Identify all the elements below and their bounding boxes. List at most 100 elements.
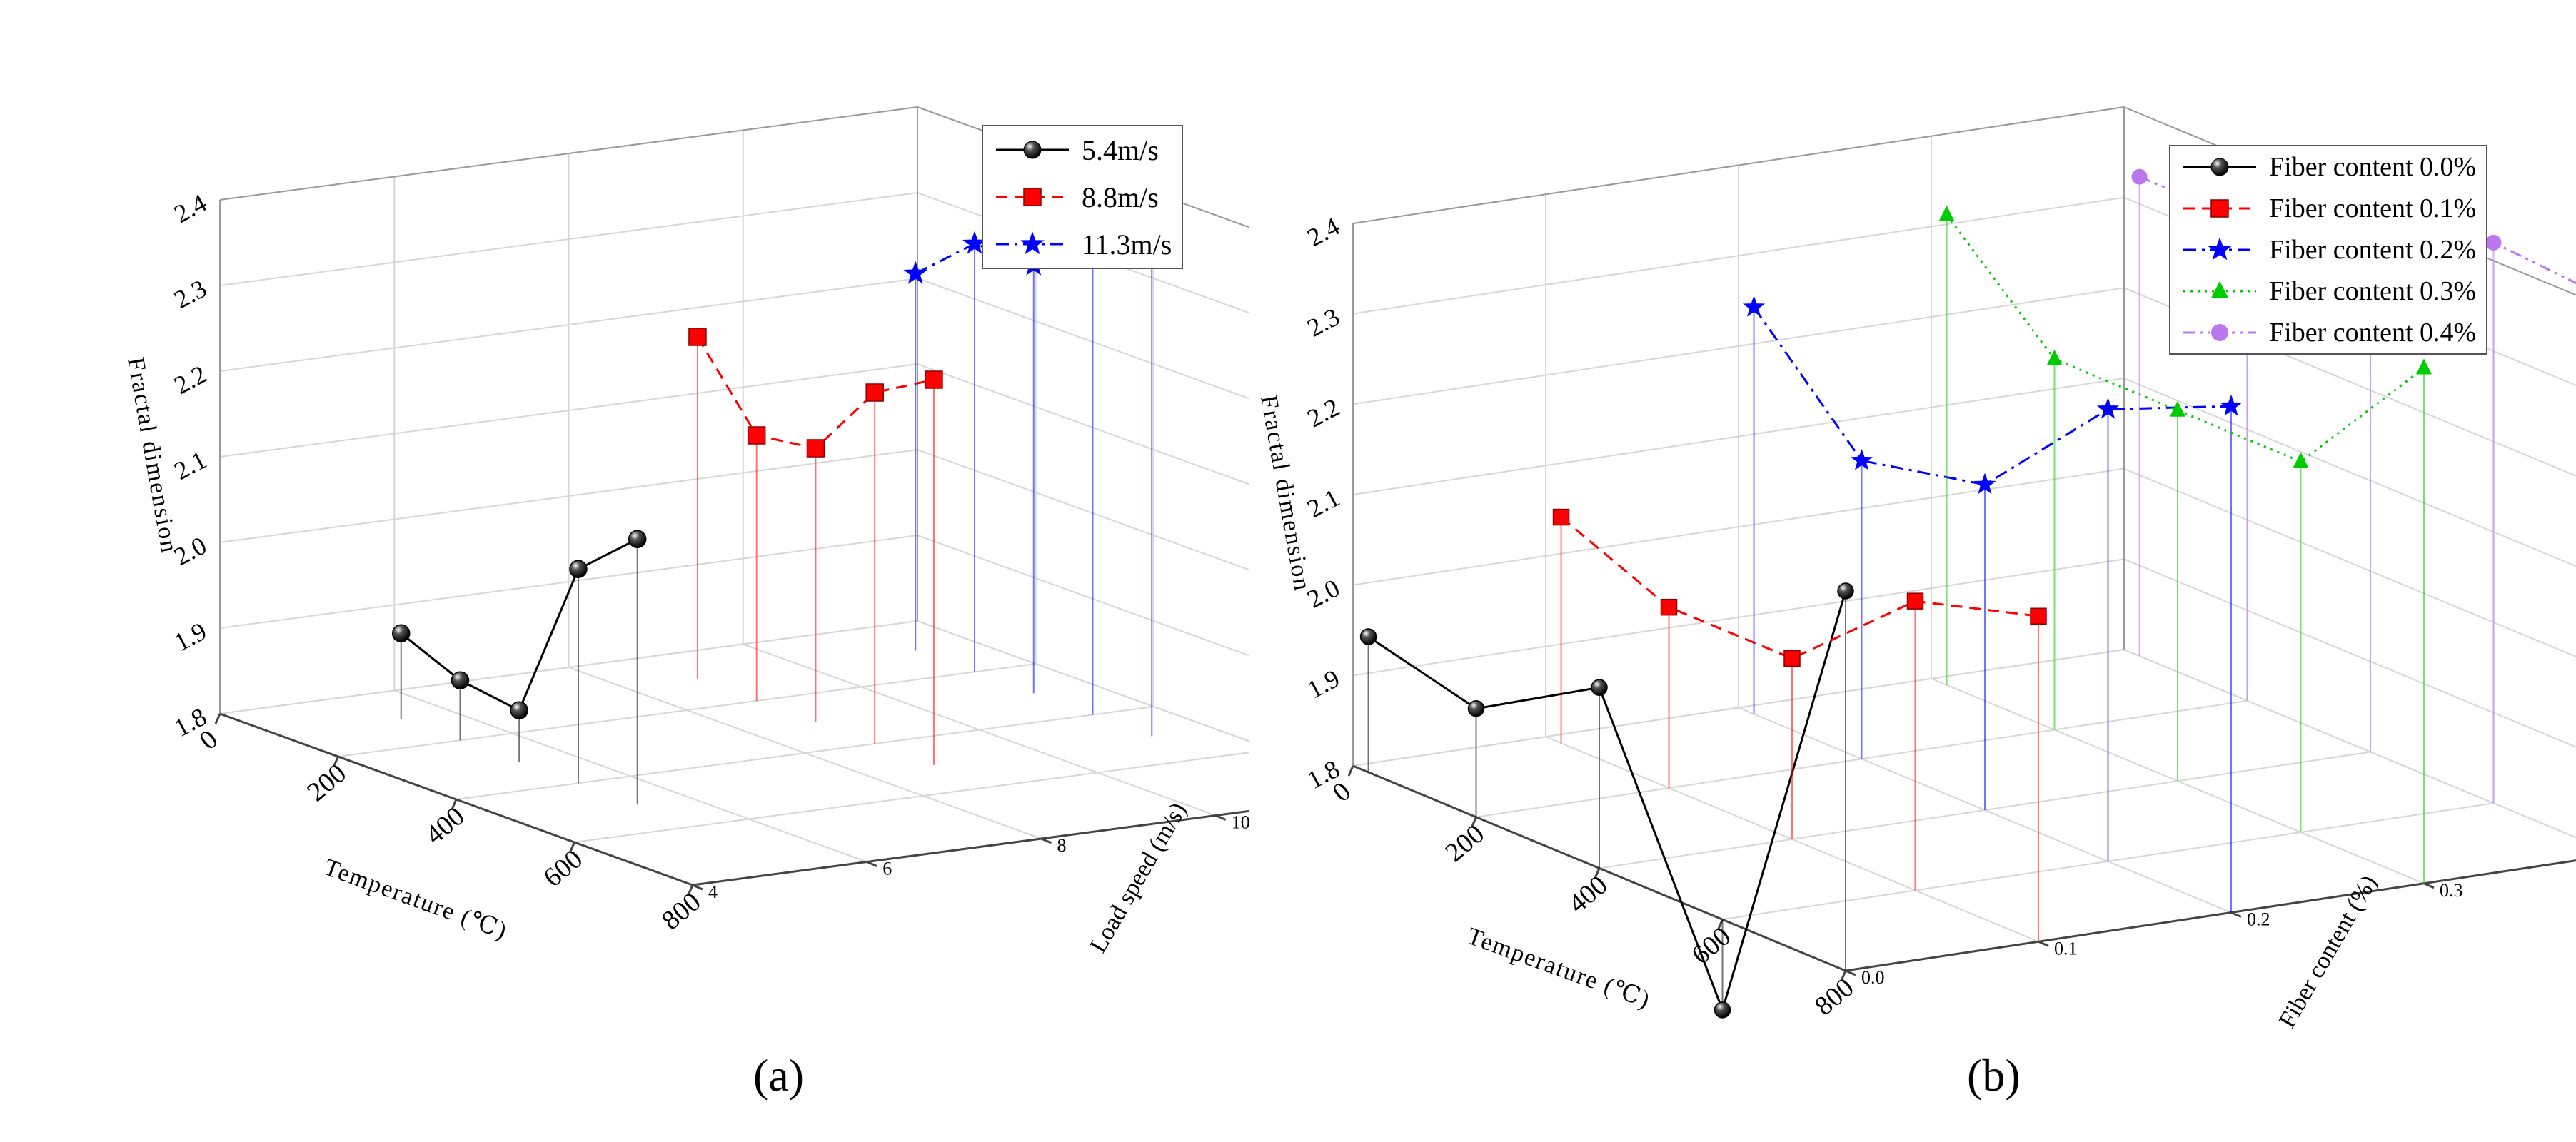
legend-marker (2210, 158, 2229, 176)
data-point (391, 624, 411, 642)
legend-label: Fiber content 0.4% (2269, 318, 2477, 348)
grid-line (574, 752, 1249, 843)
data-point (747, 426, 766, 445)
legend-swatch (2183, 324, 2256, 341)
z-tick-label: 2.4 (1302, 212, 1344, 252)
x-tick (569, 842, 575, 853)
legend-item: Fiber content 0.4% (2170, 312, 2486, 353)
z-tick-label: 2.2 (169, 360, 211, 400)
data-point (903, 261, 928, 284)
z-tick-label: 2.3 (169, 274, 211, 314)
grid-line (2123, 649, 2576, 839)
series-4 (1938, 205, 2432, 884)
x-tick (1840, 970, 1847, 981)
x-tick (333, 756, 339, 767)
y-tick-label: 0.3 (2440, 880, 2463, 901)
data-point (2485, 234, 2502, 251)
legend-marker (2210, 199, 2229, 218)
data-point (1783, 650, 1801, 667)
box-edge (1352, 106, 2125, 224)
legend-marker (1023, 188, 1042, 206)
series-3 (903, 209, 1164, 737)
data-point (1714, 1001, 1731, 1019)
z-tick-label: 2.1 (1302, 483, 1344, 523)
data-point (865, 383, 884, 402)
legend-label: Fiber content 0.3% (2269, 276, 2477, 306)
x-tick-label: 600 (1686, 921, 1736, 971)
y-tick-label: 6 (882, 859, 892, 879)
data-point (1973, 473, 1996, 495)
legend-swatch (2183, 237, 2256, 261)
y-tick-label: 8 (1057, 835, 1067, 856)
y-tick (1040, 837, 1052, 844)
grid-line (743, 643, 1217, 817)
data-point (2170, 400, 2185, 417)
data-point (1742, 295, 1766, 317)
x-tick-label: 400 (420, 801, 471, 850)
chart-b-plot: 02004006008000.00.10.20.30.41.81.92.02.1… (1255, 106, 2576, 1032)
series-1 (1359, 582, 1854, 1019)
data-point (2220, 394, 2243, 416)
legend-swatch (996, 188, 1069, 206)
z-tick-label: 2.3 (1302, 302, 1344, 342)
y-axis-title: Fiber content (%) (2274, 871, 2383, 1032)
y-tick (1215, 814, 1227, 821)
grid-line (2123, 649, 2576, 839)
data-point (1359, 628, 1377, 645)
legend-item: Fiber content 0.0% (2170, 146, 2486, 188)
grid-line (917, 363, 1249, 485)
legend-label: 8.8m/s (1082, 181, 1159, 213)
chart-a-legend: 5.4m/s 8.8m/s 11.3m/s (982, 125, 1184, 269)
legend-label: Fiber content 0.2% (2269, 235, 2477, 265)
data-point (2046, 349, 2063, 365)
data-point (2293, 452, 2309, 468)
data-point (1938, 205, 1955, 221)
grid-lines (219, 106, 1249, 886)
grid-line (917, 535, 1249, 657)
legend-item: 8.8m/s (983, 173, 1182, 221)
series-line (696, 336, 935, 450)
y-tick (1845, 969, 1856, 976)
y-tick-label: 0.2 (2247, 909, 2270, 930)
legend-item: Fiber content 0.3% (2170, 271, 2486, 312)
legend-swatch (2183, 199, 2256, 218)
series-line (1367, 590, 1847, 1014)
z-tick-label: 2.4 (169, 188, 211, 228)
z-axis-title: Fractal dimension (122, 355, 183, 556)
x-axis-title: Temperature (℃) (321, 854, 511, 944)
y-tick (866, 861, 877, 867)
x-tick-label: 200 (301, 758, 352, 807)
x-tick (687, 884, 694, 896)
z-tick-label: 2.1 (169, 445, 211, 485)
y-tick (2038, 940, 2049, 947)
x-tick-label: 800 (656, 886, 707, 936)
data-point (1552, 508, 1570, 526)
data-point (925, 370, 943, 389)
grid-line (568, 667, 1042, 839)
axes (214, 712, 1249, 896)
x-tick (1594, 867, 1601, 879)
box-edges (1352, 106, 2576, 766)
y-tick (2423, 882, 2435, 889)
x-tick (1471, 817, 1477, 828)
data-point (569, 560, 588, 578)
legend-marker (2208, 237, 2232, 261)
data-point (1906, 592, 1924, 610)
legend-item: Fiber content 0.1% (2170, 188, 2486, 229)
legend-swatch (996, 141, 1069, 159)
series-3 (1742, 295, 2243, 913)
chart-a-caption: (a) (753, 1050, 805, 1101)
chart-panel-b: 02004006008000.00.10.20.30.41.81.92.02.1… (1249, 0, 2576, 1142)
legend-marker (2211, 281, 2228, 298)
grid-line (393, 689, 867, 863)
data-point (1660, 598, 1678, 616)
grid-line (2123, 378, 2576, 567)
legend-marker (2211, 324, 2228, 341)
chart-b-caption: (b) (1967, 1050, 2021, 1101)
y-tick (2230, 911, 2242, 918)
grid-line (917, 278, 1249, 400)
data-point (1467, 700, 1485, 717)
data-point (2416, 358, 2432, 375)
data-point (451, 671, 470, 689)
grid-line (2123, 558, 2576, 748)
